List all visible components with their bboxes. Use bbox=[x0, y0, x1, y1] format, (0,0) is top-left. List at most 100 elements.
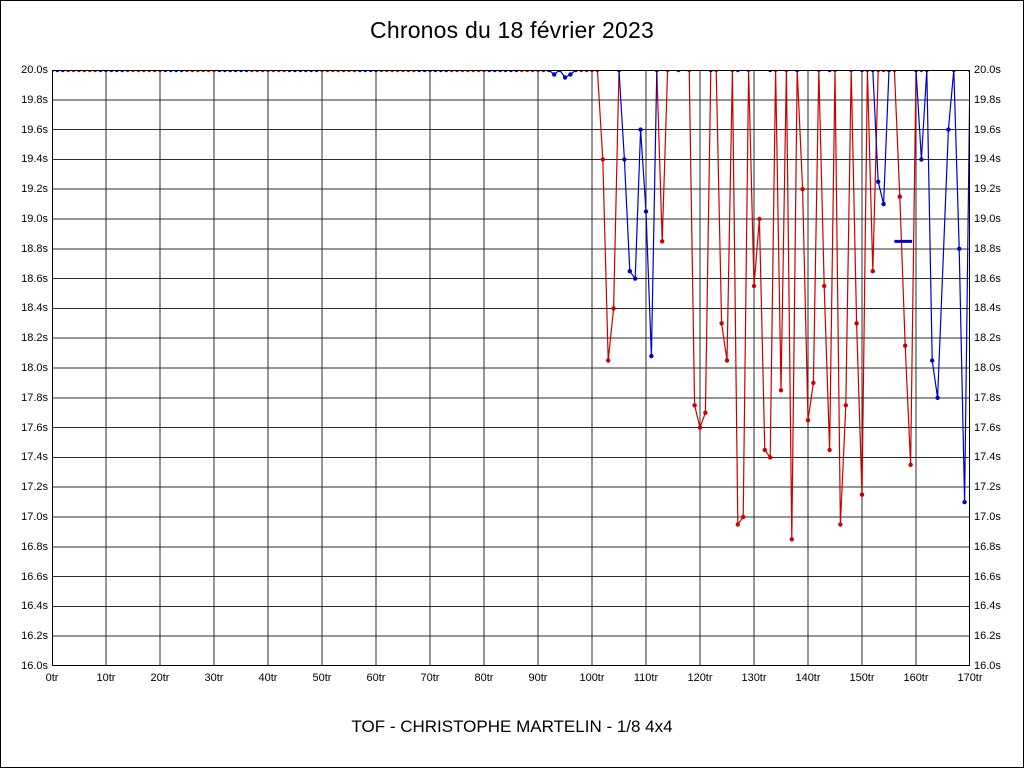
y-tick-label-left: 20.0s bbox=[21, 64, 48, 76]
y-tick-label-left: 19.0s bbox=[21, 213, 48, 225]
data-point bbox=[627, 269, 632, 274]
data-point bbox=[757, 216, 762, 222]
data-point bbox=[638, 127, 643, 132]
y-tick-label-right: 17.2s bbox=[974, 481, 1001, 494]
y-tick-label-left: 16.8s bbox=[21, 540, 48, 553]
y-tick-label-left: 19.4s bbox=[21, 153, 48, 166]
data-point bbox=[962, 499, 967, 505]
x-tick-label: 120tr bbox=[687, 672, 713, 684]
y-tick-label-left: 17.2s bbox=[21, 481, 48, 494]
y-tick-label-left: 17.6s bbox=[21, 421, 48, 434]
data-point bbox=[946, 127, 951, 132]
data-point bbox=[735, 522, 740, 527]
x-tick-label: 110tr bbox=[633, 672, 659, 684]
x-tick-label: 70tr bbox=[420, 672, 440, 684]
x-tick-label: 150tr bbox=[849, 672, 875, 684]
y-tick-label-right: 17.0s bbox=[974, 511, 1001, 523]
data-point bbox=[649, 353, 654, 359]
data-point bbox=[633, 276, 638, 281]
data-point bbox=[800, 187, 805, 192]
data-point bbox=[897, 194, 902, 199]
chart-caption: TOF - CHRISTOPHE MARTELIN - 1/8 4x4 bbox=[351, 717, 673, 736]
y-tick-label-left: 18.8s bbox=[21, 242, 48, 255]
x-tick-label: 90tr bbox=[528, 672, 548, 684]
chart-title: Chronos du 18 février 2023 bbox=[370, 17, 654, 43]
data-point bbox=[768, 455, 773, 460]
y-tick-label-left: 16.4s bbox=[21, 600, 48, 613]
data-point bbox=[719, 321, 724, 326]
y-tick-label-right: 18.8s bbox=[974, 242, 1001, 255]
y-tick-label-left: 17.0s bbox=[21, 511, 48, 523]
y-tick-label-right: 18.4s bbox=[974, 302, 1001, 315]
data-point bbox=[552, 72, 557, 77]
y-tick-label-left: 18.0s bbox=[21, 362, 48, 374]
data-point bbox=[881, 201, 886, 207]
data-point bbox=[778, 388, 784, 393]
y-tick-label-right: 16.2s bbox=[974, 630, 1001, 643]
x-tick-label: 20tr bbox=[150, 672, 170, 684]
grid bbox=[52, 70, 970, 666]
data-point bbox=[919, 157, 924, 162]
data-point bbox=[692, 403, 697, 408]
y-tick-label-right: 18.6s bbox=[974, 272, 1001, 285]
plot-border bbox=[52, 70, 970, 666]
data-point bbox=[822, 283, 827, 289]
y-tick-label-left: 19.8s bbox=[21, 93, 48, 106]
y-tick-label-left: 18.2s bbox=[21, 332, 48, 345]
data-point bbox=[843, 403, 848, 408]
series-line bbox=[52, 70, 970, 503]
data-point bbox=[935, 395, 940, 400]
y-tick-label-left: 16.0s bbox=[21, 660, 48, 672]
data-point bbox=[903, 343, 908, 348]
data-point bbox=[562, 75, 568, 80]
y-tick-label-right: 20.0s bbox=[974, 64, 1001, 76]
data-point bbox=[811, 380, 816, 386]
data-point bbox=[762, 447, 767, 453]
data-point bbox=[697, 425, 703, 430]
data-point bbox=[611, 306, 616, 311]
data-point bbox=[854, 321, 859, 326]
x-tick-label: 50tr bbox=[312, 672, 332, 684]
x-tick-label: 0tr bbox=[45, 672, 59, 684]
x-tick-label: 80tr bbox=[474, 672, 494, 684]
data-point bbox=[643, 209, 649, 214]
y-tick-label-left: 18.4s bbox=[21, 302, 48, 315]
y-tick-label-left: 16.6s bbox=[21, 570, 48, 583]
y-tick-label-right: 18.0s bbox=[974, 362, 1001, 374]
x-tick-label: 40tr bbox=[258, 672, 278, 684]
data-point bbox=[870, 269, 875, 274]
data-point bbox=[741, 514, 746, 520]
y-tick-label-left: 16.2s bbox=[21, 630, 48, 643]
y-tick-label-right: 17.8s bbox=[974, 391, 1001, 404]
data-point bbox=[600, 157, 605, 162]
plot-area bbox=[52, 70, 970, 666]
y-tick-label-right: 17.6s bbox=[974, 421, 1001, 434]
y-tick-label-right: 19.4s bbox=[974, 153, 1001, 166]
y-tick-label-right: 16.8s bbox=[974, 540, 1001, 553]
x-tick-label: 140tr bbox=[795, 672, 821, 684]
data-point bbox=[751, 283, 757, 289]
x-tick-label: 160tr bbox=[903, 672, 929, 684]
data-point bbox=[859, 492, 865, 497]
y-tick-label-right: 18.2s bbox=[974, 332, 1001, 345]
y-tick-label-left: 17.8s bbox=[21, 391, 48, 404]
data-point bbox=[606, 358, 611, 363]
series-red bbox=[66, 70, 924, 542]
y-tick-label-right: 16.0s bbox=[974, 660, 1001, 672]
data-point bbox=[805, 418, 811, 423]
data-point bbox=[568, 72, 573, 77]
y-tick-label-right: 19.2s bbox=[974, 183, 1001, 196]
x-tick-label: 60tr bbox=[366, 672, 386, 684]
data-point bbox=[724, 358, 730, 363]
x-tick-label: 170tr bbox=[957, 672, 983, 684]
data-point bbox=[789, 537, 794, 542]
series-line bbox=[68, 70, 922, 540]
y-tick-label-left: 18.6s bbox=[21, 272, 48, 285]
plot-canvas bbox=[52, 70, 970, 666]
data-point bbox=[703, 410, 708, 415]
data-point bbox=[930, 358, 935, 363]
y-tick-label-left: 19.2s bbox=[21, 183, 48, 196]
data-point bbox=[827, 447, 832, 453]
data-point bbox=[908, 462, 913, 467]
